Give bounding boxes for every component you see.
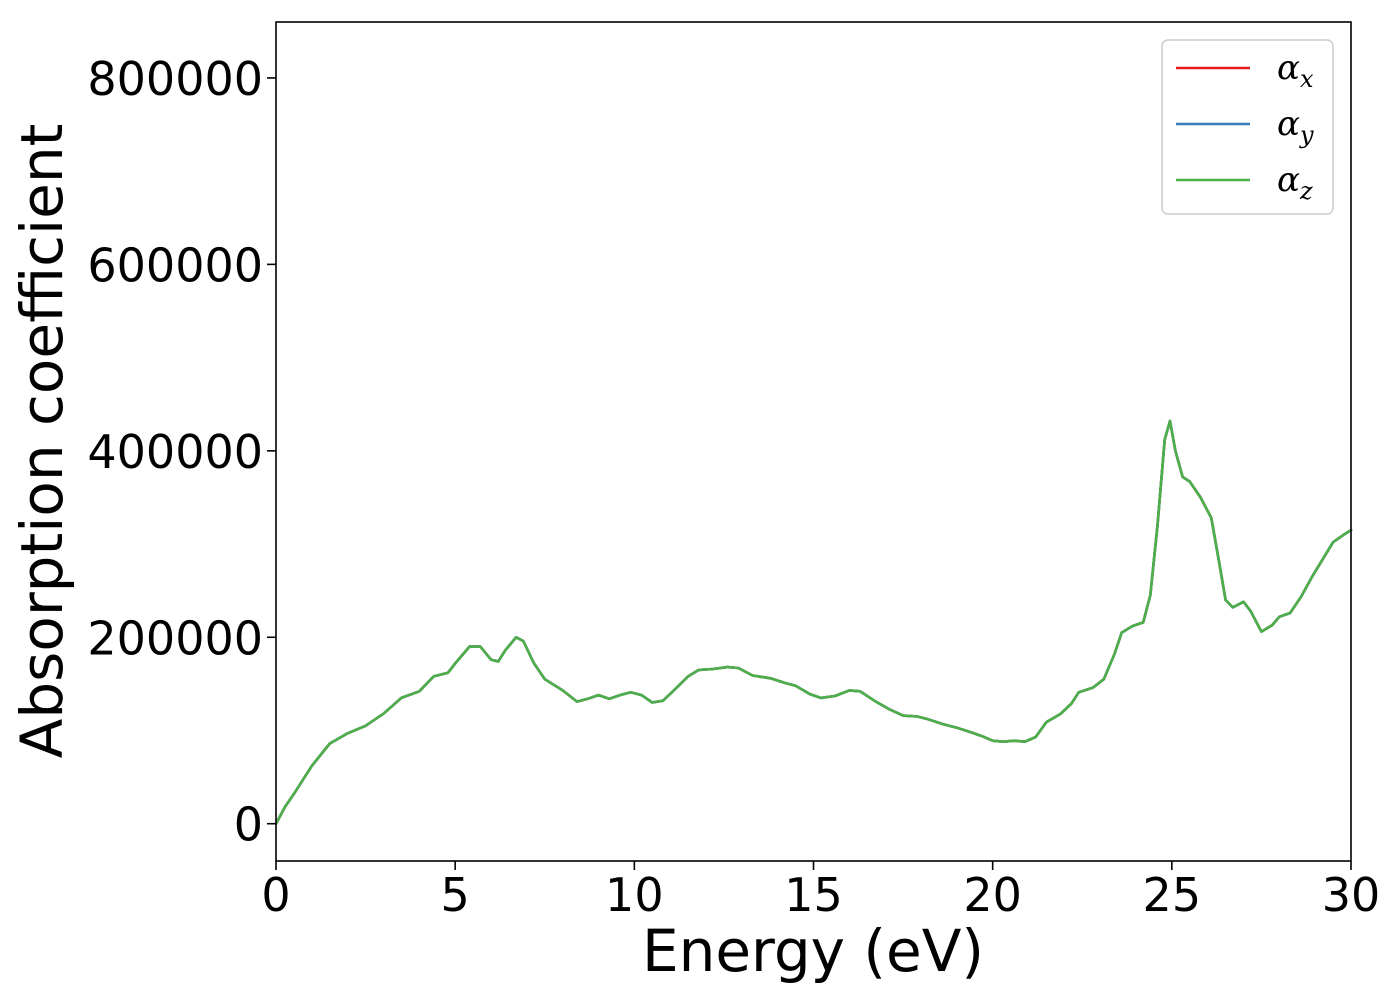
x-tick-label: 25 [1143, 868, 1202, 922]
x-tick-label: 30 [1322, 868, 1381, 922]
series-line-z [274, 419, 1353, 826]
y-tick-label: 800000 [87, 52, 263, 106]
y-axis-label: Absorption coefficient [8, 124, 76, 759]
x-tick-label: 15 [784, 868, 843, 922]
x-axis: 0 5 10 15 20 25 30 [261, 861, 1380, 922]
y-axis: 0 200000 400000 600000 800000 [87, 52, 276, 852]
y-tick-label: 200000 [87, 611, 263, 665]
y-tick-label: 600000 [87, 238, 263, 292]
x-axis-label: Energy (eV) [642, 917, 984, 985]
y-tick-label: 0 [234, 798, 263, 852]
x-tick-label: 10 [605, 868, 664, 922]
y-tick-label: 400000 [87, 425, 263, 479]
x-tick-label: 20 [963, 868, 1022, 922]
x-tick-label: 0 [261, 868, 290, 922]
x-tick-label: 5 [441, 868, 470, 922]
series-layer [274, 419, 1353, 826]
legend-box [1161, 39, 1334, 215]
